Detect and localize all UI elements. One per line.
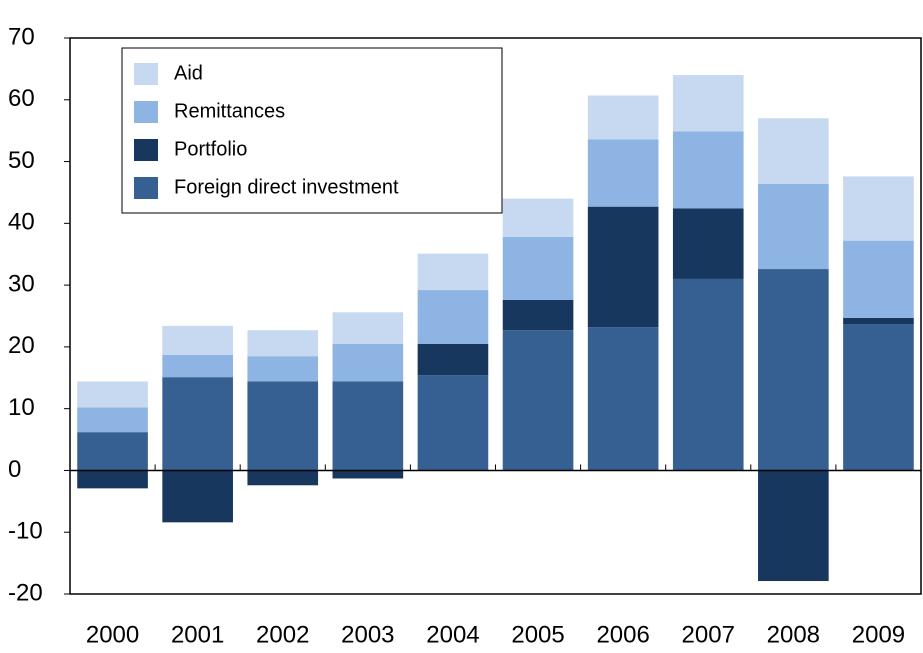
bar-segment	[587, 139, 659, 207]
legend-swatch	[134, 101, 158, 123]
bar-segment	[502, 330, 574, 471]
bar-segment	[417, 253, 489, 291]
bar-segment	[843, 176, 914, 241]
bar-segment	[758, 470, 829, 582]
plot-frame	[69, 37, 922, 595]
bar-segment	[672, 208, 744, 279]
y-tick-label: -10	[8, 518, 43, 545]
bar-segment	[587, 95, 659, 140]
x-tick-label: 2004	[426, 621, 479, 648]
bar-segment	[502, 236, 574, 300]
bar-segment	[332, 312, 404, 344]
bar-segment	[162, 470, 233, 523]
x-tick-label: 2009	[852, 621, 905, 648]
bar-segment	[672, 131, 744, 209]
bar-segment	[77, 432, 148, 471]
bar-segment	[77, 381, 148, 408]
bar-segment	[843, 240, 914, 318]
x-tick-label: 2000	[86, 621, 139, 648]
bar-segment	[247, 470, 319, 486]
legend-label: Portfolio	[174, 138, 247, 160]
y-tick-label: 50	[8, 147, 35, 174]
bar-segment	[332, 343, 404, 382]
y-tick-label: 40	[8, 209, 35, 236]
x-tick-label: 2003	[341, 621, 394, 648]
bar-segment	[502, 299, 574, 331]
legend: Aid Remittances Portfolio Foreign direct in…	[121, 47, 503, 214]
bar-segment	[417, 343, 489, 376]
bar-segment	[162, 354, 233, 378]
y-tick-label: -20	[8, 579, 43, 606]
bar-segment	[587, 206, 659, 328]
bar-segment	[758, 269, 829, 471]
bar-segment	[843, 317, 914, 325]
legend-swatch	[134, 139, 158, 161]
bar-segment	[332, 470, 404, 479]
bar-segment	[417, 375, 489, 471]
bar-segment	[77, 407, 148, 433]
y-tick-label: 30	[8, 270, 35, 297]
bar-segment	[162, 377, 233, 471]
bar-segment	[843, 324, 914, 471]
y-tick-label: 10	[8, 394, 35, 421]
legend-swatch	[134, 177, 158, 199]
legend-box	[121, 47, 503, 214]
bar-segment	[247, 356, 319, 382]
bar-segment	[332, 381, 404, 471]
bar-segment	[247, 330, 319, 357]
y-tick-label: 0	[8, 456, 21, 483]
legend-label: Foreign direct investment	[174, 176, 399, 198]
y-tick-label: 60	[8, 85, 35, 112]
bar-segment	[758, 118, 829, 184]
legend-label: Aid	[174, 62, 203, 84]
legend-swatch	[134, 63, 158, 85]
bar-segment	[77, 470, 148, 489]
bar-segment	[587, 327, 659, 471]
x-tick-label: 2007	[682, 621, 735, 648]
bar-segment	[162, 325, 233, 355]
bar-segment	[758, 183, 829, 270]
x-tick-label: 2008	[767, 621, 820, 648]
legend-label: Remittances	[174, 100, 285, 122]
bar-segment	[417, 290, 489, 344]
x-tick-label: 2006	[596, 621, 649, 648]
x-tick-label: 2002	[256, 621, 309, 648]
bar-segment	[672, 278, 744, 471]
x-tick-label: 2001	[171, 621, 224, 648]
bar-segment	[672, 75, 744, 132]
bar-segment	[247, 381, 319, 471]
y-tick-label: 70	[8, 23, 35, 50]
bar-segment	[502, 198, 574, 237]
y-tick-label: 20	[8, 332, 35, 359]
x-tick-label: 2005	[511, 621, 564, 648]
